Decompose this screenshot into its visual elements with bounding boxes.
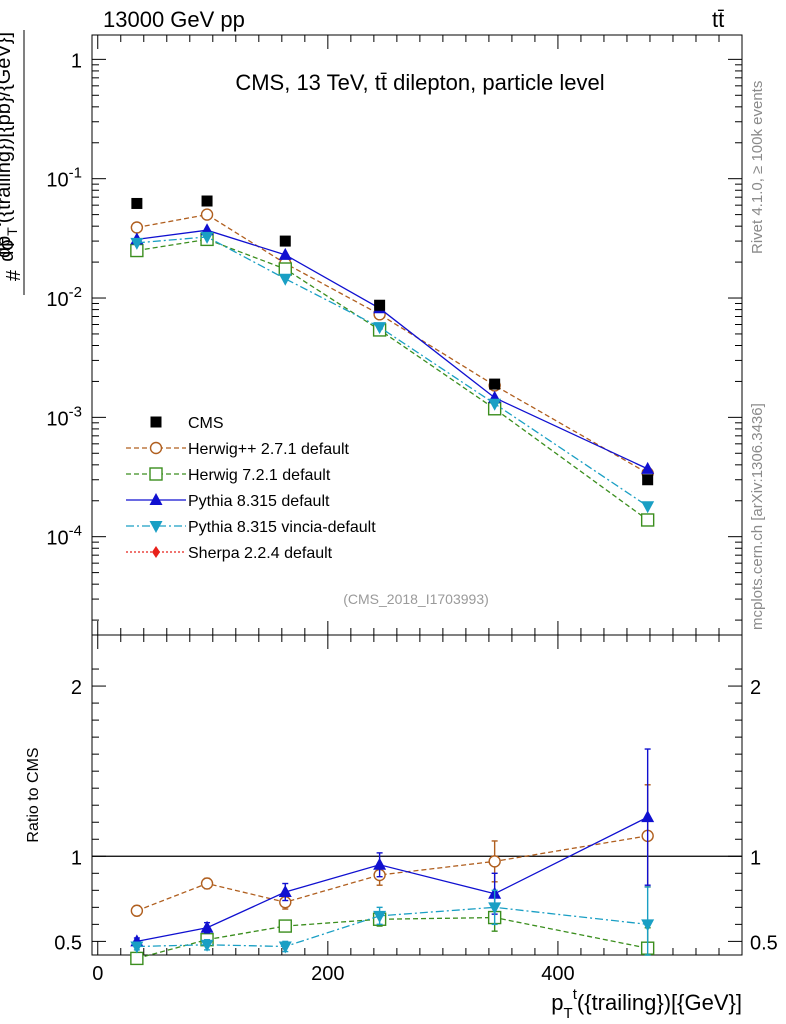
ratio-point-1: [130, 951, 144, 966]
ratio-point-3: [373, 910, 387, 923]
legend-label: Herwig 7.2.1 default: [188, 467, 331, 484]
ratio-point-3: [278, 941, 292, 954]
ratio-point-3: [200, 939, 214, 952]
analysis-id: (CMS_2018_I1703993): [343, 591, 489, 607]
data-point: [489, 378, 501, 390]
y-axis-numerator: dσ: [0, 238, 18, 262]
series-point-3: [488, 398, 502, 411]
series-line-3: [136, 236, 649, 507]
process-label: tt̄: [712, 7, 725, 32]
series-point-1: [278, 262, 292, 276]
legend-label: CMS: [188, 415, 224, 432]
series-point-2: [641, 461, 655, 474]
legend-label: Sherpa 2.2.4 default: [188, 545, 333, 562]
data-point: [374, 299, 386, 311]
ratio-point-2: [373, 857, 387, 870]
ratio-line-3: [136, 906, 648, 948]
legend-marker: [149, 467, 163, 481]
legend-marker: [149, 493, 163, 505]
x-tick-label: 200: [311, 963, 344, 985]
series-point-3: [641, 501, 655, 514]
legend-marker: [149, 441, 163, 455]
ratio-point-1: [278, 919, 292, 933]
ratio-line-2: [136, 816, 648, 943]
legend-marker: [150, 416, 162, 428]
legend-label: Pythia 8.315 vincia-default: [188, 519, 376, 536]
series-point-3: [130, 237, 144, 250]
legend-marker: [149, 521, 163, 533]
ratio-tick-label-left: 2: [71, 677, 82, 699]
series-point-0: [130, 221, 144, 234]
chart-title: CMS, 13 TeV, tt̄ dilepton, particle leve…: [235, 70, 604, 95]
ratio-tick-label-right: 0.5: [750, 932, 778, 954]
ratio-point-0: [130, 904, 144, 917]
series-line-1: [136, 238, 649, 521]
legend-label: Herwig++ 2.7.1 default: [188, 441, 350, 458]
legend-marker: [152, 546, 160, 558]
ratio-tick-label-right: 1: [750, 847, 761, 869]
ratio-tick-label-left: 1: [71, 847, 82, 869]
x-tick-label: 400: [541, 963, 574, 985]
series-line-2: [136, 229, 648, 470]
ratio-plot-frame: [91, 634, 743, 956]
series-point-3: [373, 322, 387, 335]
y-tick-label: 10-1: [46, 165, 82, 192]
series-point-3: [200, 231, 214, 244]
series-point-1: [640, 513, 655, 527]
ratio-axis-label: Ratio to CMS: [25, 747, 42, 842]
y-tick-label: 1: [71, 50, 82, 72]
data-point: [131, 197, 143, 209]
data-point: [642, 474, 654, 486]
data-point: [201, 195, 213, 207]
ratio-point-3: [488, 902, 502, 915]
series-point-3: [278, 273, 292, 286]
legend-label: Pythia 8.315 default: [188, 493, 330, 510]
x-tick-label: 0: [92, 963, 103, 985]
ratio-point-3: [641, 919, 655, 932]
ratio-point-2: [641, 810, 655, 823]
series-point-0: [200, 208, 214, 221]
ratio-line-1: [136, 916, 648, 960]
y-tick-label: 10-3: [46, 403, 82, 430]
ratio-point-3: [130, 941, 144, 954]
series-line-0: [136, 213, 648, 474]
ratio-point-0: [200, 877, 214, 890]
ratio-point-2: [278, 885, 292, 898]
ratio-line-0: [136, 835, 648, 912]
data-point: [279, 235, 291, 247]
x-axis-label: pTt({trailing})[{GeV}]: [551, 986, 742, 1022]
ratio-tick-label-right: 2: [750, 677, 761, 699]
y-tick-label: 10-2: [46, 284, 82, 311]
energy-label: 13000 GeV pp: [103, 7, 245, 32]
series-point-2: [278, 247, 292, 260]
ratio-tick-label-left: 0.5: [54, 932, 82, 954]
y-tick-label: 10-4: [46, 523, 82, 550]
ratio-point-0: [488, 855, 501, 868]
ratio-point-2: [200, 920, 214, 933]
